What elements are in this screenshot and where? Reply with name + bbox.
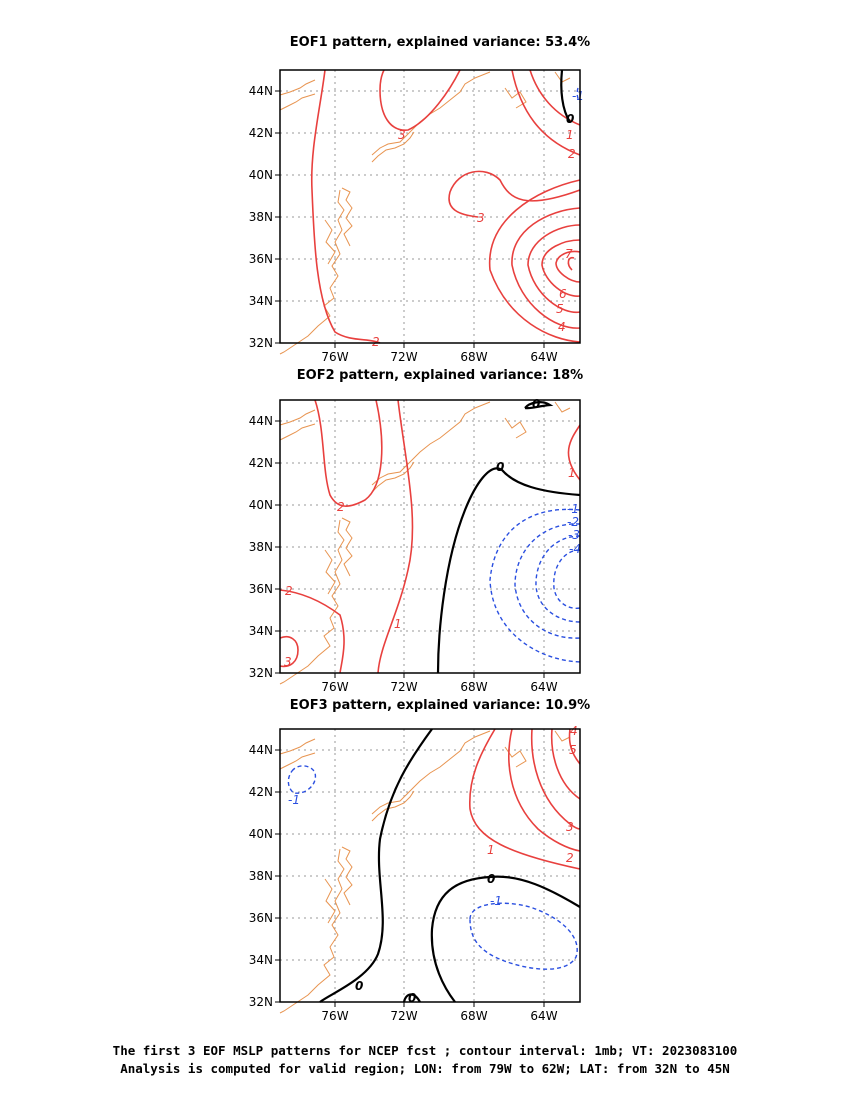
contour-label: 1 [394, 617, 402, 631]
panel-1-zero-contour [560, 69, 571, 123]
lat-tick: 34N [249, 294, 273, 308]
footer-caption-line-1: The first 3 EOF MSLP patterns for NCEP f… [112, 1043, 738, 1058]
contour-label: 2 [568, 147, 576, 161]
contour-label: 0 [487, 872, 495, 886]
panel-2-negative-contours [489, 508, 581, 663]
lat-tick: 32N [249, 336, 273, 350]
panel-1-contour-labels: 3 3 1 2 7 6 5 4 2 0 -1 [372, 89, 584, 349]
contour-label: -1 [567, 502, 579, 516]
contour-label: 0 [566, 112, 574, 126]
panel-1-positive-contours [310, 69, 581, 344]
lat-tick: 44N [249, 84, 273, 98]
lat-tick: 40N [249, 827, 273, 841]
panel-1-negative-contours [576, 87, 581, 103]
panel-3-positive-contours [469, 728, 581, 870]
contour-label: 4 [558, 320, 566, 334]
panel-3-negative-contours [287, 765, 578, 970]
contour-label: -1 [572, 89, 584, 103]
contour-label: 6 [559, 287, 567, 301]
contour-label: 0 [496, 460, 504, 474]
lon-tick: 76W [321, 1009, 348, 1023]
lon-tick: 72W [390, 350, 417, 364]
lon-tick: 68W [460, 1009, 487, 1023]
panel-1-frame [279, 69, 581, 344]
contour-label: -1 [490, 894, 502, 908]
contour-label: 4 [570, 724, 578, 738]
contour-label: 3 [566, 820, 574, 834]
lat-tick: 40N [249, 168, 273, 182]
contour-label: 5 [569, 743, 577, 757]
contour-label: 2 [285, 584, 293, 598]
lat-tick: 34N [249, 624, 273, 638]
contour-label: -3 [568, 528, 580, 542]
panel-1-map: 3 3 1 2 7 6 5 4 2 0 -1 44N 42N 40N 38N 3… [249, 69, 584, 364]
panel-3-map: 1 2 3 4 5 0 0 0 -1 -1 44N 42N 40N 38N 36… [249, 724, 581, 1023]
contour-label: 2 [337, 500, 345, 514]
panel-3-frame [279, 728, 581, 1003]
lat-tick: 38N [249, 540, 273, 554]
panel-3-title: EOF3 pattern, explained variance: 10.9% [289, 698, 591, 713]
contour-label: 5 [556, 302, 564, 316]
contour-label: 2 [566, 851, 574, 865]
lat-tick: 38N [249, 210, 273, 224]
contour-label: 0 [408, 991, 416, 1005]
footer-caption-line-2: Analysis is computed for valid region; L… [120, 1061, 730, 1076]
lon-tick: 64W [530, 1009, 557, 1023]
lon-tick: 64W [530, 680, 557, 694]
contour-label: 2 [372, 335, 380, 349]
contour-label: 3 [398, 128, 406, 142]
lon-tick: 76W [321, 350, 348, 364]
panel-2-contour-labels: 2 2 3 1 1 0 0 -1 -2 -3 -4 [284, 397, 581, 669]
panel-2-title: EOF2 pattern, explained variance: 18% [296, 368, 584, 383]
contour-label: 0 [532, 397, 540, 411]
lon-tick: 72W [390, 1009, 417, 1023]
lat-tick: 34N [249, 953, 273, 967]
lat-tick: 42N [249, 126, 273, 140]
panel-3-contour-labels: 1 2 3 4 5 0 0 0 -1 -1 [288, 724, 578, 1005]
lon-tick: 68W [460, 350, 487, 364]
lat-tick: 44N [249, 743, 273, 757]
contour-label: 1 [487, 843, 495, 857]
lat-tick: 36N [249, 582, 273, 596]
contour-label: -4 [569, 542, 581, 556]
contour-label: 0 [355, 979, 363, 993]
lat-tick: 36N [249, 252, 273, 266]
panel-2-frame [279, 399, 581, 674]
lat-tick: 32N [249, 666, 273, 680]
lat-tick: 40N [249, 498, 273, 512]
contour-label: 7 [565, 247, 573, 261]
lat-tick: 38N [249, 869, 273, 883]
lon-tick: 72W [390, 680, 417, 694]
panel-2-map: 2 2 3 1 1 0 0 -1 -2 -3 -4 44N 42N 40N 38… [249, 397, 581, 694]
contour-label: 1 [566, 128, 574, 142]
lat-tick: 44N [249, 414, 273, 428]
contour-label: 3 [477, 211, 485, 225]
lat-tick: 32N [249, 995, 273, 1009]
lat-tick: 42N [249, 785, 273, 799]
contour-label: 1 [568, 466, 576, 480]
contour-label: 3 [284, 655, 292, 669]
lon-tick: 68W [460, 680, 487, 694]
panel-2-positive-contours [279, 399, 581, 674]
panel-3-zero-contours [319, 728, 581, 1003]
lat-tick: 42N [249, 456, 273, 470]
contour-label: -1 [288, 793, 300, 807]
lon-tick: 64W [530, 350, 557, 364]
panel-1-title: EOF1 pattern, explained variance: 53.4% [289, 35, 591, 50]
contour-label: -2 [567, 515, 579, 529]
lat-tick: 36N [249, 911, 273, 925]
lon-tick: 76W [321, 680, 348, 694]
panel-2-zero-contours [436, 401, 581, 674]
